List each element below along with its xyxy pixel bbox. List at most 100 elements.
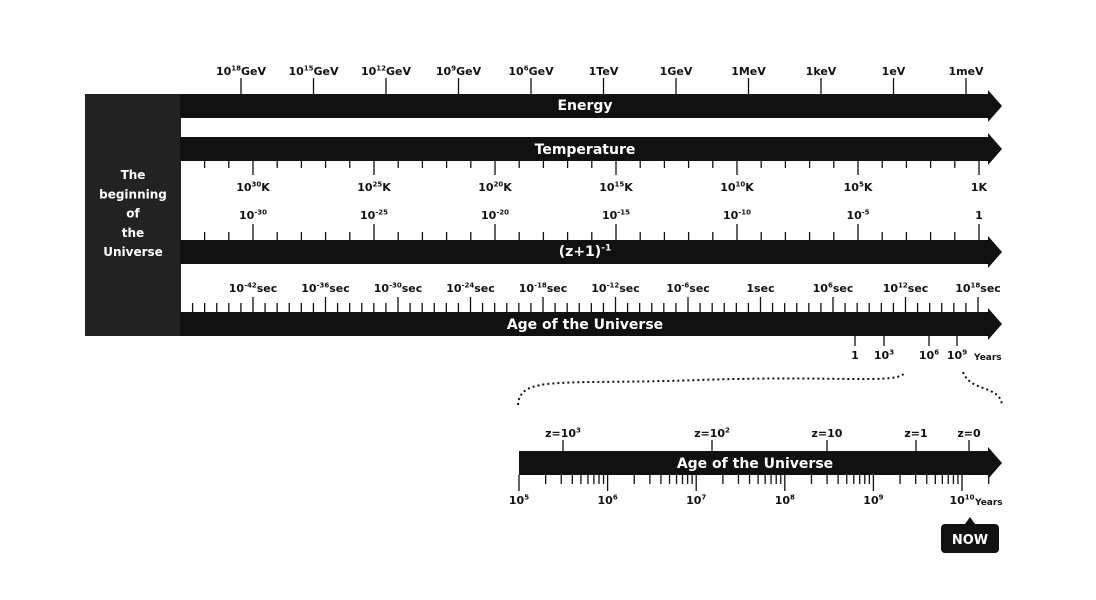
label: 10-30sec	[374, 282, 423, 295]
label-part: 1eV	[882, 65, 906, 78]
label-part: z=10	[812, 427, 843, 440]
superscript: 9	[879, 494, 884, 502]
label: 106GeV	[508, 65, 554, 78]
superscript: 5	[859, 181, 864, 189]
label: 1010	[949, 494, 974, 507]
energy-bar	[180, 90, 1002, 122]
label-part: 10	[374, 282, 390, 295]
superscript: 6	[828, 282, 833, 290]
label: 109	[863, 494, 883, 507]
label-part: sec	[908, 282, 929, 295]
superscript: 15	[615, 181, 625, 189]
label: 10-30	[239, 209, 267, 222]
superscript: 10	[965, 494, 975, 502]
label-part: 10	[863, 494, 879, 507]
label-part: z=10	[545, 427, 576, 440]
now-badge	[941, 517, 999, 553]
superscript: -42	[244, 282, 257, 290]
age-bar	[180, 308, 1002, 340]
superscript: -25	[375, 209, 388, 217]
superscript: -24	[462, 282, 475, 290]
origin-label: Universe	[103, 245, 163, 259]
label: 1TeV	[589, 65, 619, 78]
label-part: 10	[239, 209, 255, 222]
label: 1020K	[478, 181, 512, 194]
label-part: 1sec	[746, 282, 774, 295]
label-part: 10	[216, 65, 232, 78]
label: 10-24sec	[446, 282, 495, 295]
label-part: 1K	[971, 181, 988, 194]
label-part: 10	[591, 282, 607, 295]
bar-title: Temperature	[535, 142, 636, 158]
superscript: -6	[682, 282, 690, 290]
zoom-bar	[519, 447, 1002, 479]
label: z=10	[812, 427, 843, 440]
label-part: K	[261, 181, 270, 194]
superscript: -30	[389, 282, 402, 290]
label-part: 10	[236, 181, 252, 194]
label: 1018GeV	[216, 65, 267, 78]
label-part: 1keV	[806, 65, 837, 78]
label-part: K	[864, 181, 873, 194]
label-part: 10	[481, 209, 497, 222]
zoom-bracket	[517, 371, 906, 406]
label-part: GeV	[386, 65, 411, 78]
label: z=1	[904, 427, 927, 440]
superscript: 15	[304, 65, 314, 73]
label-part: 10	[844, 181, 860, 194]
origin-label: The	[121, 168, 146, 182]
label-part: sec	[689, 282, 710, 295]
label-part: 10	[288, 65, 304, 78]
label-part: 1	[851, 349, 859, 362]
label-part: K	[624, 181, 633, 194]
label: 109GeV	[436, 65, 482, 78]
label-part: 10	[229, 282, 245, 295]
superscript: -5	[862, 209, 870, 217]
superscript: 7	[701, 494, 706, 502]
label: 1GeV	[660, 65, 693, 78]
label-part: 10	[919, 349, 935, 362]
now-label: NOW	[952, 533, 988, 548]
label-part: GeV	[314, 65, 339, 78]
superscript: 30	[252, 181, 262, 189]
label: (z+1)-1	[559, 243, 611, 260]
label-part: z=1	[904, 427, 927, 440]
label-part: 10	[360, 209, 376, 222]
bar-title: Age of the Universe	[677, 456, 833, 472]
label: 1012GeV	[361, 65, 412, 78]
label-part: 10	[666, 282, 682, 295]
superscript: 12	[376, 65, 386, 73]
label-part: 10	[509, 494, 525, 507]
label-part: 1MeV	[731, 65, 766, 78]
label-part: K	[745, 181, 754, 194]
superscript: 2	[725, 427, 730, 435]
label: 1eV	[882, 65, 906, 78]
superscript: 5	[524, 494, 529, 502]
label: 1	[851, 349, 859, 362]
label: 1010K	[720, 181, 754, 194]
superscript: 20	[494, 181, 504, 189]
label-part: sec	[257, 282, 278, 295]
superscript: -30	[254, 209, 267, 217]
label: 106	[919, 349, 939, 362]
superscript: 6	[524, 65, 529, 73]
unit: Years	[974, 498, 1003, 508]
label: 103	[874, 349, 894, 362]
label: 10-10	[723, 209, 751, 222]
superscript: -36	[317, 282, 330, 290]
label-part: 10	[955, 282, 971, 295]
label-part: 10	[361, 65, 377, 78]
label-part: sec	[980, 282, 1001, 295]
label-part: 10	[846, 209, 862, 222]
label: 109	[947, 349, 967, 362]
superscript: 3	[889, 349, 894, 357]
bar-title: Age of the Universe	[507, 317, 663, 333]
label-part: 10	[446, 282, 462, 295]
zoom-bracket	[962, 371, 1003, 406]
label: 1015K	[599, 181, 633, 194]
label-part: 10	[883, 282, 899, 295]
label-part: 1TeV	[589, 65, 619, 78]
label-part: sec	[547, 282, 568, 295]
temperature-bar	[180, 133, 1002, 165]
unit: Years	[973, 353, 1002, 363]
